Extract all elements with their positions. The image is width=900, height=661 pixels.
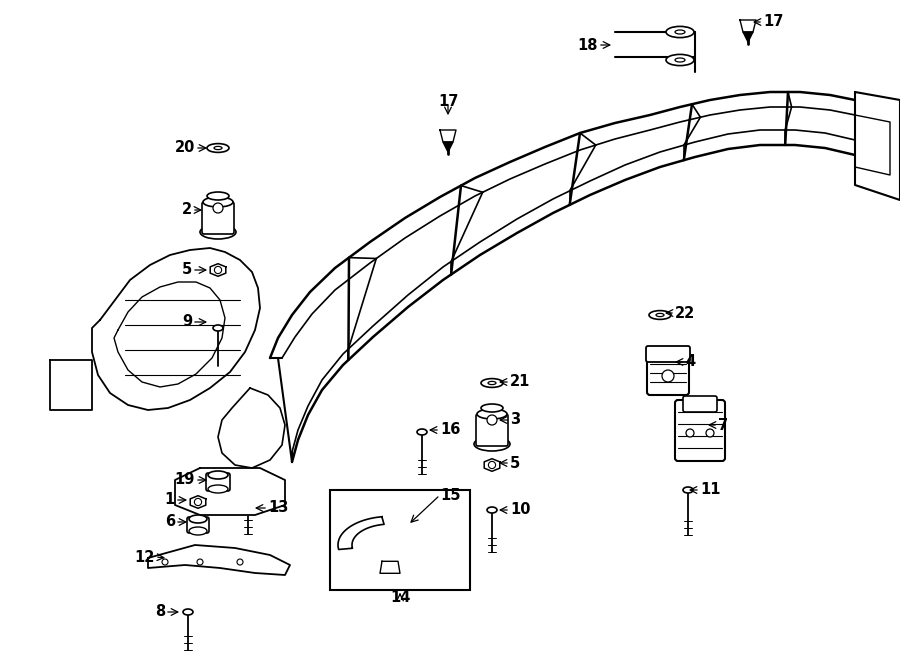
Ellipse shape [417,429,427,435]
Ellipse shape [208,471,228,479]
Text: 22: 22 [675,305,695,321]
Polygon shape [440,130,456,142]
Ellipse shape [207,192,229,200]
Ellipse shape [487,507,497,513]
FancyBboxPatch shape [187,517,209,533]
Circle shape [662,370,674,382]
Ellipse shape [477,409,507,419]
Text: 15: 15 [440,488,461,502]
Text: 1: 1 [165,492,175,508]
Circle shape [162,559,168,565]
Circle shape [237,559,243,565]
Ellipse shape [214,146,222,149]
Text: 2: 2 [182,202,192,217]
Polygon shape [175,468,285,515]
Text: 16: 16 [440,422,461,438]
Ellipse shape [481,404,503,412]
Text: 7: 7 [718,418,728,432]
Ellipse shape [675,58,685,62]
Ellipse shape [683,487,693,493]
Text: 20: 20 [175,141,195,155]
FancyBboxPatch shape [330,490,470,590]
Text: 8: 8 [155,605,165,619]
Ellipse shape [189,527,207,535]
Ellipse shape [208,485,228,493]
FancyBboxPatch shape [202,202,234,234]
Circle shape [489,461,496,469]
Circle shape [194,498,202,506]
Polygon shape [855,115,890,175]
Text: 5: 5 [510,455,520,471]
Ellipse shape [488,381,496,385]
Ellipse shape [666,54,694,65]
Circle shape [487,415,497,425]
FancyBboxPatch shape [206,473,230,491]
Polygon shape [114,282,225,387]
Text: 3: 3 [510,412,520,428]
Text: 19: 19 [175,473,195,488]
FancyBboxPatch shape [675,400,725,461]
Circle shape [213,203,223,213]
Text: 17: 17 [437,95,458,110]
Polygon shape [92,248,260,410]
Text: 10: 10 [510,502,530,518]
Text: 14: 14 [390,590,410,605]
FancyBboxPatch shape [647,357,689,395]
Ellipse shape [666,26,694,38]
Text: 17: 17 [763,15,783,30]
Text: 18: 18 [578,38,598,52]
Polygon shape [443,142,453,152]
Polygon shape [218,388,285,468]
Text: 13: 13 [268,500,288,516]
Polygon shape [338,517,384,549]
Ellipse shape [649,311,671,319]
Ellipse shape [189,515,207,523]
Polygon shape [743,32,753,42]
Circle shape [197,559,203,565]
Text: 6: 6 [165,514,175,529]
Circle shape [686,429,694,437]
Text: 5: 5 [182,262,192,278]
Ellipse shape [207,143,229,153]
Polygon shape [740,20,756,32]
Polygon shape [855,92,900,200]
Ellipse shape [200,225,236,239]
Circle shape [706,429,714,437]
Polygon shape [190,496,206,508]
Text: 12: 12 [135,549,155,564]
Ellipse shape [481,379,503,387]
Text: 11: 11 [700,483,721,498]
Polygon shape [50,360,92,410]
FancyBboxPatch shape [476,414,508,446]
Ellipse shape [656,313,664,317]
Ellipse shape [213,325,223,331]
Text: 4: 4 [685,354,695,369]
Polygon shape [211,264,226,276]
Polygon shape [380,561,400,573]
Polygon shape [148,545,290,575]
Circle shape [214,266,221,274]
FancyBboxPatch shape [646,346,690,362]
Ellipse shape [183,609,193,615]
FancyBboxPatch shape [683,396,717,412]
Polygon shape [484,459,500,471]
Text: 9: 9 [182,315,192,329]
Ellipse shape [474,437,510,451]
Text: 21: 21 [510,375,530,389]
Ellipse shape [203,197,233,207]
Ellipse shape [675,30,685,34]
